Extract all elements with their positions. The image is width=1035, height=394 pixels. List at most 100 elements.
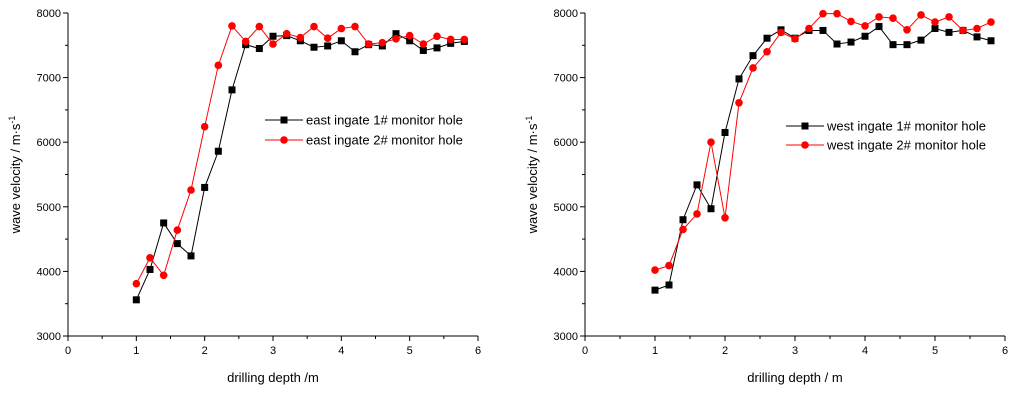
data-point [665,281,673,289]
data-point [160,219,168,227]
y-axis-label: wave velocity / m·s-1 [524,116,540,235]
data-point [392,30,400,38]
data-point [749,52,757,60]
chart-panel-2: 0 1 2 3 4 5 6 3000 4000 5000 6000 7000 8000 drilling … [524,8,1008,385]
data-point [693,181,701,189]
data-point [833,40,841,48]
data-point [146,254,154,262]
data-point [447,39,455,47]
chart-panel-1: 0 1 2 3 4 5 6 3000 4000 5000 6000 7000 8000 drilling … [7,8,481,385]
y-axis-label-superscript: -1 [524,116,534,124]
data-point [228,86,236,94]
y-axis-label-text: wave velocity / m·s [8,123,23,234]
series-line [654,25,992,291]
data-point [419,40,428,48]
data-point [987,37,995,45]
y-tick-label: 3000 [554,331,578,343]
data-point [861,32,869,40]
data-point [931,25,939,33]
data-point [214,147,222,155]
data-point [861,22,869,30]
x-axis-label: drilling depth / m [747,370,842,385]
data-point [735,98,743,107]
data-point [945,13,953,21]
legend-marker [280,116,288,124]
data-point [433,32,441,41]
x-tick-label: 1 [133,345,139,357]
data-point [805,24,813,33]
series-2 [132,22,469,288]
x-tick-label: 5 [932,345,938,357]
data-point [310,22,318,31]
data-point [214,61,223,70]
x-axis-label: drilling depth /m [227,370,319,385]
y-tick-label: 6000 [37,137,61,149]
x-tick-label: 1 [652,345,658,357]
data-point [735,75,743,83]
data-point [875,13,883,21]
y-tick-label: 7000 [37,73,61,85]
legend-item: east ingate 1# monitor hole [265,113,463,128]
series-line [135,24,465,284]
data-point [749,64,757,72]
y-axis-label-superscript: -1 [7,116,17,124]
data-point [228,22,236,30]
data-point [255,45,263,53]
data-point [323,34,332,42]
data-point [707,138,715,146]
data-point [791,35,799,43]
legend-label: east ingate 1# monitor hole [306,113,463,128]
x-tick-label: 6 [475,345,481,357]
data-point [364,40,373,48]
data-point [819,26,827,34]
legend: west ingate 1# monitor hole west ingate 2… [786,119,986,153]
x-tick-label: 5 [407,345,413,357]
data-point [763,47,771,56]
x-tick-label: 2 [202,345,208,357]
x-tick-label: 3 [792,345,798,357]
data-point [651,286,659,294]
legend-marker [801,122,809,130]
data-point [241,37,250,46]
x-tick-label: 0 [582,345,588,357]
data-point [255,22,264,31]
data-point [200,122,209,131]
x-tick-label: 3 [270,345,276,357]
data-point [819,9,827,18]
data-point [351,48,359,56]
y-tick-label: 5000 [37,202,61,214]
y-tick-label: 7000 [554,73,578,85]
x-tick-label: 6 [1002,345,1008,357]
data-point [310,43,318,51]
data-point [679,216,687,224]
y-axis-label-text: wave velocity / m·s [525,123,540,234]
data-point [269,40,277,48]
data-point [446,35,455,44]
legend-label: west ingate 1# monitor hole [826,119,986,134]
data-point [406,37,414,45]
data-point [763,34,771,42]
data-point [173,226,182,234]
data-point [707,205,715,213]
data-point [889,14,897,22]
data-point [201,183,209,191]
y-tick-label: 4000 [554,266,578,278]
x-tick-label: 2 [722,345,728,357]
legend-label: west ingate 2# monitor hole [826,138,986,153]
data-point [889,41,897,49]
data-point [903,41,911,49]
legend-item: east ingate 2# monitor hole [265,133,463,148]
data-point [973,24,981,33]
data-point [132,279,141,288]
series-1 [651,23,995,294]
data-point [847,38,855,46]
data-point [296,33,305,42]
x-tick-label: 0 [65,345,71,357]
data-point [917,36,925,44]
y-tick-label: 5000 [554,202,578,214]
data-point [378,38,387,47]
y-tick-label: 4000 [37,266,61,278]
data-point [337,24,346,33]
legend-label: east ingate 2# monitor hole [306,133,463,148]
